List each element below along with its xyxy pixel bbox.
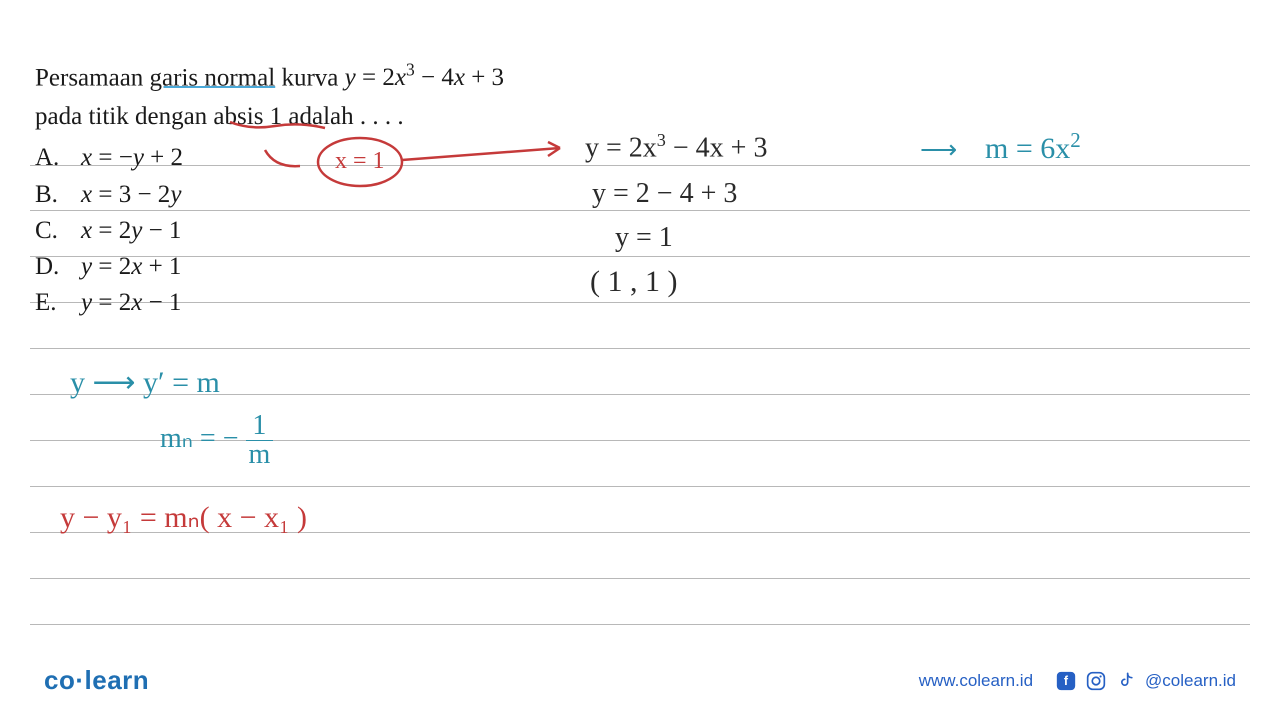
mn-prefix: mₙ = − <box>160 423 246 454</box>
work-line-3: y = 1 <box>615 222 673 254</box>
logo-learn: learn <box>85 665 150 695</box>
circled-text: x = 1 <box>335 148 385 175</box>
work-line-1: y = 2x3 − 4x + 3 <box>585 130 767 164</box>
instagram-icon[interactable] <box>1085 670 1107 692</box>
fraction: 1 m <box>246 412 274 469</box>
normal-line-formula: y − y₁ = mₙ( x − x₁ ) <box>60 500 307 535</box>
social-group: f @colearn.id <box>1055 670 1236 692</box>
facebook-icon[interactable]: f <box>1055 670 1077 692</box>
logo-dot: · <box>75 665 84 695</box>
work-line-4: ( 1 , 1 ) <box>590 265 677 299</box>
red-annotation-svg <box>0 0 1280 720</box>
logo: co·learn <box>44 665 149 696</box>
page: Persamaan garis normal kurva y = 2x3 − 4… <box>0 0 1280 720</box>
footer-right: www.colearn.id f @colearn.id <box>919 670 1236 692</box>
work-line-2: y = 2 − 4 + 3 <box>592 178 737 210</box>
footer-handle[interactable]: @colearn.id <box>1145 671 1236 691</box>
formula-line-2: mₙ = − 1 m <box>160 412 273 469</box>
m-expression: m = 6x2 <box>985 128 1081 166</box>
tiktok-icon[interactable] <box>1115 670 1137 692</box>
m-arrow: ⟶ <box>920 135 957 165</box>
logo-co: co <box>44 665 75 695</box>
footer: co·learn www.colearn.id f @colearn.id <box>0 665 1280 696</box>
formula-line-1: y ⟶ y′ = m <box>70 365 220 400</box>
frac-den: m <box>246 441 274 469</box>
footer-url[interactable]: www.colearn.id <box>919 671 1033 691</box>
frac-num: 1 <box>246 412 274 441</box>
